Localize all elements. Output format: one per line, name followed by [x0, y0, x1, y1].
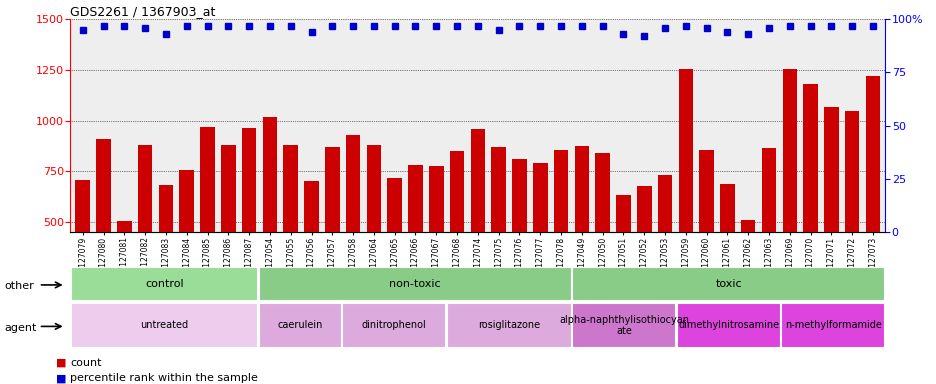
Bar [720, 184, 734, 324]
Bar [408, 166, 422, 324]
Text: percentile rank within the sample: percentile rank within the sample [70, 373, 258, 383]
Bar [138, 145, 153, 324]
Bar [76, 180, 90, 324]
Bar [429, 166, 443, 324]
Bar [449, 151, 464, 324]
Bar [553, 150, 568, 324]
Bar [221, 145, 235, 324]
Text: count: count [70, 358, 102, 368]
Text: untreated: untreated [140, 320, 188, 331]
Bar [782, 69, 797, 324]
Bar [824, 108, 838, 324]
Bar [802, 84, 817, 324]
Bar [180, 170, 194, 324]
Bar [574, 146, 589, 324]
Bar [70, 303, 257, 348]
Text: non-toxic: non-toxic [389, 279, 441, 289]
Text: other: other [5, 281, 35, 291]
Bar [781, 303, 885, 348]
Bar [304, 180, 318, 324]
Text: ■: ■ [56, 358, 66, 368]
Bar [594, 153, 609, 324]
Text: caerulein: caerulein [277, 320, 323, 331]
Bar [241, 128, 256, 324]
Bar [342, 303, 446, 348]
Text: dinitrophenol: dinitrophenol [361, 320, 426, 331]
Text: agent: agent [5, 323, 37, 333]
Bar [865, 76, 879, 324]
Bar [387, 177, 402, 324]
Bar [262, 117, 277, 324]
Bar [158, 185, 173, 324]
Bar [676, 303, 780, 348]
Text: toxic: toxic [714, 279, 741, 289]
Bar [657, 175, 672, 324]
Text: ■: ■ [56, 373, 66, 383]
Bar [844, 111, 858, 324]
Text: n-methylformamide: n-methylformamide [784, 320, 881, 331]
Text: control: control [145, 279, 183, 289]
Bar [761, 148, 775, 324]
Bar [678, 69, 693, 324]
Bar [70, 267, 257, 301]
Text: GDS2261 / 1367903_at: GDS2261 / 1367903_at [70, 5, 215, 18]
Bar [96, 139, 110, 324]
Bar [740, 220, 754, 324]
Bar [572, 303, 675, 348]
Bar [200, 127, 214, 324]
Bar [572, 267, 885, 301]
Text: alpha-naphthylisothiocyan
ate: alpha-naphthylisothiocyan ate [559, 314, 689, 336]
Bar [636, 185, 651, 324]
Bar [258, 303, 342, 348]
Bar [490, 147, 505, 324]
Bar [345, 135, 360, 324]
Text: rosiglitazone: rosiglitazone [477, 320, 540, 331]
Bar [616, 195, 630, 324]
Bar [283, 145, 298, 324]
Bar [698, 150, 713, 324]
Bar [512, 159, 526, 324]
Bar [470, 129, 485, 324]
Bar [258, 267, 571, 301]
Bar [446, 303, 571, 348]
Bar [533, 163, 547, 324]
Bar [366, 145, 381, 324]
Bar [325, 147, 339, 324]
Bar [117, 221, 131, 324]
Text: dimethylnitrosamine: dimethylnitrosamine [678, 320, 779, 331]
